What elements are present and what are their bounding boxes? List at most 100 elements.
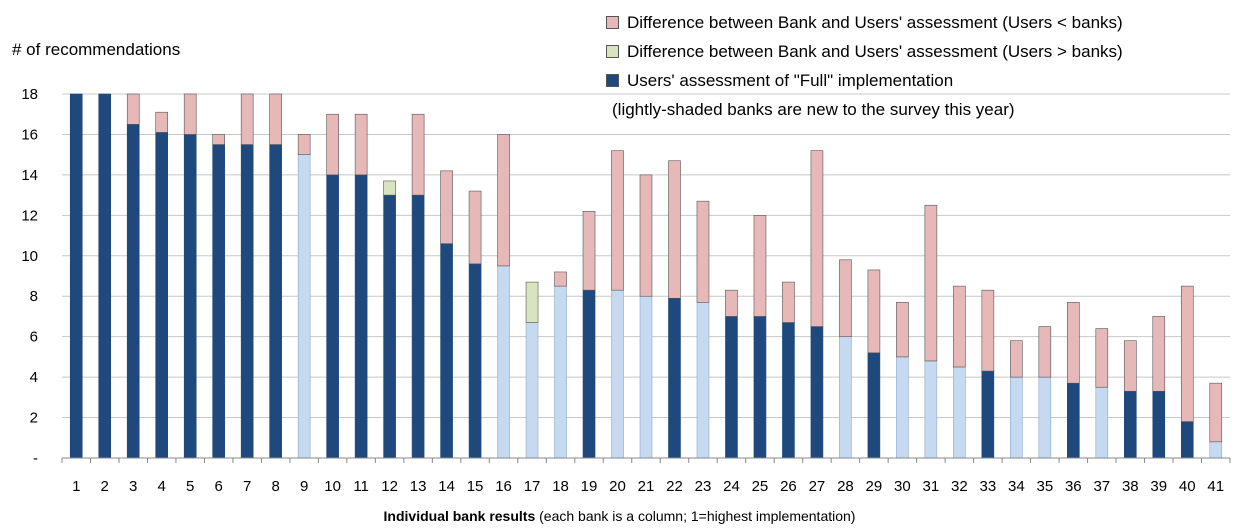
y-tick-label: - (33, 450, 38, 467)
bar-users-less-19 (582, 210, 596, 291)
legend-note: (lightly-shaded banks are new to the sur… (612, 100, 1015, 119)
bar-users-less-23 (696, 200, 710, 303)
bar-users-less-25 (753, 215, 767, 317)
bar-users-less-26 (782, 281, 795, 323)
bar-users-less-30 (896, 301, 909, 358)
bar-users-less-18 (554, 271, 567, 287)
x-tick-label: 18 (552, 478, 569, 495)
legend-item-users-less: Difference between Bank and Users' asses… (606, 8, 1123, 37)
y-tick-labels: - 2 4 6 8 10 12 14 16 18 (21, 86, 38, 467)
legend-label-full: Users' assessment of "Full" implementati… (627, 71, 954, 90)
bar-users-less-6 (212, 134, 225, 145)
bar-users-less-32 (953, 285, 966, 368)
bar-full-4 (155, 132, 169, 459)
x-tick-label: 23 (695, 478, 712, 495)
bar-full-3 (126, 124, 140, 459)
y-axis-label: # of recommendations (12, 40, 181, 59)
y-tick-label: 16 (21, 126, 38, 143)
x-tick-label: 26 (780, 478, 797, 495)
bar-users-less-7 (240, 93, 254, 145)
bar-full-26 (782, 322, 795, 459)
x-tick-label: 32 (951, 478, 968, 495)
bar-users-less-40 (1180, 285, 1194, 422)
bar-full-32 (953, 366, 966, 459)
bar-full-27 (810, 326, 824, 459)
x-tick-label: 37 (1093, 478, 1110, 495)
legend-label-users-more: Difference between Bank and Users' asses… (627, 42, 1123, 61)
bar-full-14 (440, 243, 453, 459)
bar-full-12 (383, 194, 396, 459)
bar-full-39 (1152, 390, 1166, 459)
bar-full-5 (183, 134, 197, 459)
x-tick-label: 38 (1122, 478, 1139, 495)
x-tick-label: 16 (495, 478, 512, 495)
x-tick-label: 20 (609, 478, 626, 495)
x-tick-label: 1 (72, 478, 80, 495)
x-tick-label: 4 (158, 478, 166, 495)
x-tick-label: 30 (894, 478, 911, 495)
y-tick-label: 6 (30, 329, 38, 346)
bar-users-less-29 (867, 269, 881, 354)
bar-full-20 (611, 289, 624, 459)
x-tick-label: 19 (581, 478, 598, 495)
y-tick-label: 14 (21, 167, 38, 184)
x-axis-label-rest: (each bank is a column; 1=highest implem… (535, 508, 856, 524)
x-tick-label: 12 (381, 478, 398, 495)
bar-full-28 (839, 336, 852, 459)
x-axis-label: Individual bank results (each bank is a … (0, 508, 1239, 524)
bar-full-25 (753, 316, 767, 459)
bar-full-8 (269, 144, 282, 459)
bar-users-less-14 (440, 170, 453, 244)
legend-swatch-full (606, 74, 619, 87)
bar-full-1 (69, 93, 83, 459)
x-tick-label: 40 (1179, 478, 1196, 495)
bar-users-less-13 (411, 113, 425, 196)
bar-full-41 (1209, 441, 1223, 459)
bar-users-less-4 (155, 111, 169, 133)
legend-swatch-users-less (606, 16, 619, 29)
bar-users-less-34 (1010, 340, 1023, 378)
x-tick-label: 22 (666, 478, 683, 495)
x-tick-label: 10 (324, 478, 341, 495)
y-tick-label: 4 (30, 369, 38, 386)
bar-full-6 (212, 144, 225, 459)
bar-full-23 (696, 301, 710, 459)
y-tick-label: 10 (21, 248, 38, 265)
bar-users-more-12 (383, 180, 396, 196)
bar-full-10 (326, 174, 339, 459)
x-tick-label: 21 (638, 478, 655, 495)
x-tick-label: 8 (271, 478, 279, 495)
bar-users-less-33 (981, 289, 995, 372)
bar-full-38 (1123, 390, 1137, 459)
y-tick-label: 12 (21, 207, 38, 224)
y-tick-label: 8 (30, 288, 38, 305)
axes (61, 457, 1231, 463)
bar-full-21 (639, 295, 653, 459)
bar-full-18 (554, 285, 567, 459)
bar-full-19 (582, 289, 596, 459)
bar-users-less-8 (269, 93, 282, 145)
bar-full-34 (1010, 376, 1023, 459)
x-tick-label: 36 (1065, 478, 1082, 495)
bar-users-less-20 (611, 150, 624, 291)
x-tick-label: 5 (186, 478, 194, 495)
x-axis-label-bold: Individual bank results (383, 508, 536, 524)
bar-users-less-41 (1209, 382, 1223, 443)
x-tick-label: 2 (101, 478, 109, 495)
bars (69, 93, 1223, 459)
x-tick-label: 13 (410, 478, 427, 495)
bar-users-less-36 (1067, 301, 1080, 384)
bar-users-less-28 (839, 259, 852, 337)
bar-full-2 (98, 93, 112, 459)
bar-users-less-3 (126, 93, 140, 125)
legend-item-full: Users' assessment of "Full" implementati… (606, 66, 1123, 95)
x-tick-label: 6 (215, 478, 223, 495)
x-tick-label: 15 (467, 478, 484, 495)
bar-full-7 (240, 144, 254, 459)
bar-users-less-39 (1152, 316, 1166, 392)
bar-full-30 (896, 356, 909, 459)
x-tick-label: 39 (1150, 478, 1167, 495)
bar-full-29 (867, 352, 881, 459)
bar-users-less-22 (668, 160, 681, 299)
